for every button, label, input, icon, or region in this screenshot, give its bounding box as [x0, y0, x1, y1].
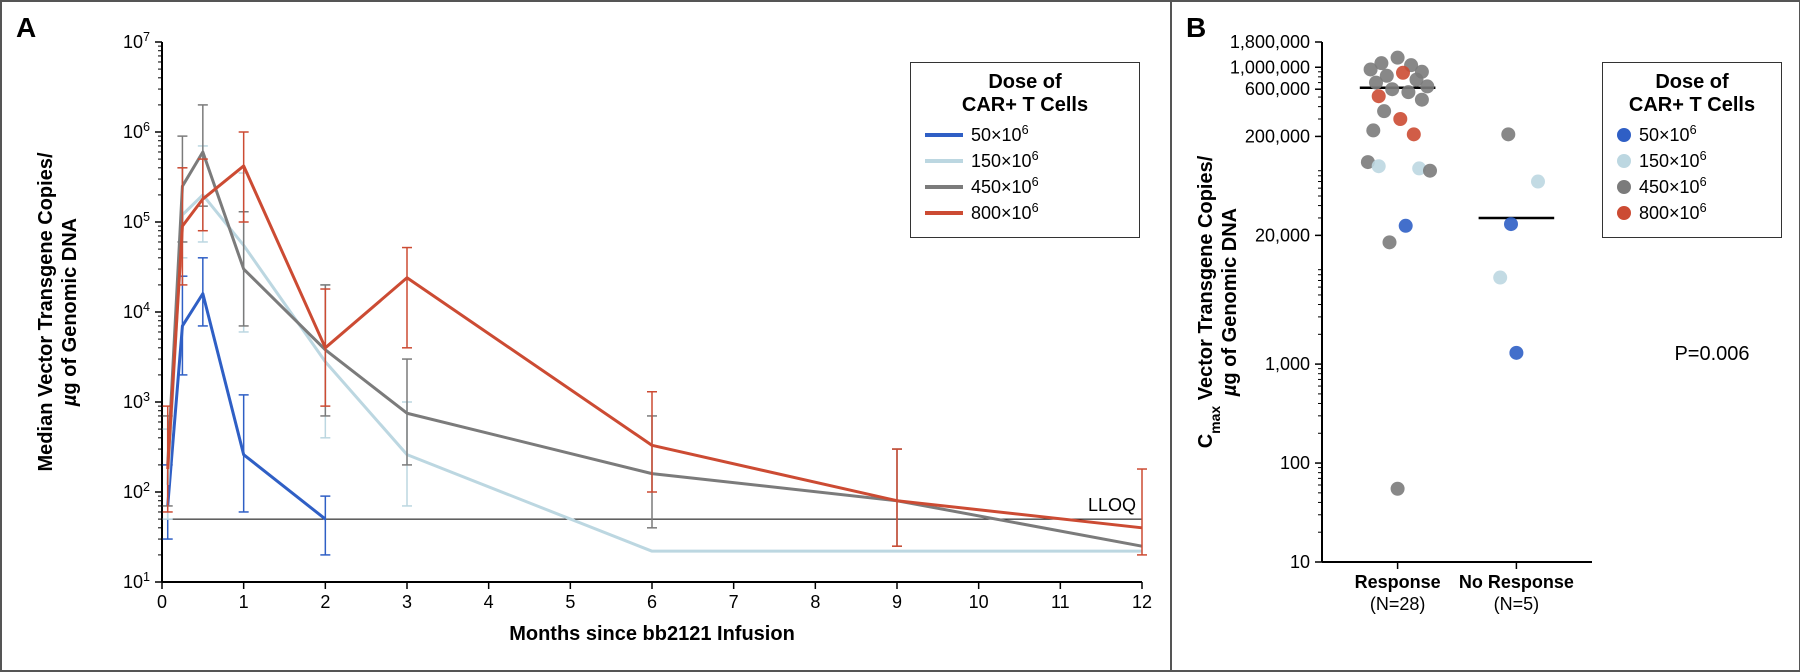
svg-text:104: 104 — [123, 300, 150, 322]
svg-text:8: 8 — [810, 592, 820, 612]
svg-text:107: 107 — [123, 30, 150, 52]
legend-item-label: 50×106 — [971, 123, 1029, 146]
legend-b-item: 150×106 — [1617, 149, 1767, 172]
svg-text:Median Vector Transgene Copies: Median Vector Transgene Copies/µg of Gen… — [35, 152, 81, 471]
svg-text:103: 103 — [123, 390, 150, 412]
legend-swatch-dot — [1617, 206, 1631, 220]
legend-a-title: Dose ofCAR+ T Cells — [925, 71, 1125, 117]
svg-text:10: 10 — [969, 592, 989, 612]
legend-item-label: 800×106 — [1639, 201, 1707, 224]
legend-item-label: 450×106 — [971, 175, 1039, 198]
svg-text:Months since bb2121 Infusion: Months since bb2121 Infusion — [509, 623, 795, 645]
svg-text:P=0.006: P=0.006 — [1674, 343, 1749, 365]
svg-text:2: 2 — [320, 592, 330, 612]
svg-text:100: 100 — [1280, 453, 1310, 473]
legend-item-label: 150×106 — [1639, 149, 1707, 172]
svg-text:102: 102 — [123, 480, 150, 502]
svg-text:Cmax Vector Transgene Copies/µ: Cmax Vector Transgene Copies/µg of Genom… — [1195, 155, 1241, 448]
legend-b-title: Dose ofCAR+ T Cells — [1617, 71, 1767, 117]
panel-b: B 10 100 1,000 20,000 200,000 600,0001,000,00… — [1171, 1, 1800, 671]
svg-text:10: 10 — [1290, 552, 1310, 572]
svg-text:No Response(N=5): No Response(N=5) — [1459, 572, 1574, 614]
legend-swatch-line — [925, 133, 963, 137]
legend-a-item: 800×106 — [925, 201, 1125, 224]
svg-text:3: 3 — [402, 592, 412, 612]
svg-text:1,000: 1,000 — [1265, 354, 1310, 374]
svg-text:12: 12 — [1132, 592, 1152, 612]
legend-b-item: 450×106 — [1617, 175, 1767, 198]
legend-swatch-dot — [1617, 154, 1631, 168]
panel-a-legend: Dose ofCAR+ T Cells 50×106 150×106 450×106 8… — [910, 62, 1140, 238]
svg-text:1: 1 — [239, 592, 249, 612]
svg-text:5: 5 — [565, 592, 575, 612]
legend-a-item: 450×106 — [925, 175, 1125, 198]
legend-a-item: 150×106 — [925, 149, 1125, 172]
svg-text:106: 106 — [123, 120, 150, 142]
legend-b-item: 50×106 — [1617, 123, 1767, 146]
svg-text:11: 11 — [1051, 592, 1070, 612]
svg-text:7: 7 — [729, 592, 739, 612]
legend-item-label: 450×106 — [1639, 175, 1707, 198]
legend-swatch-dot — [1617, 180, 1631, 194]
svg-text:9: 9 — [892, 592, 902, 612]
legend-swatch-line — [925, 185, 963, 189]
legend-b-item: 800×106 — [1617, 201, 1767, 224]
svg-text:4: 4 — [484, 592, 494, 612]
svg-text:Response(N=28): Response(N=28) — [1355, 572, 1441, 614]
svg-text:101: 101 — [123, 570, 150, 592]
svg-text:105: 105 — [123, 210, 150, 232]
svg-text:20,000: 20,000 — [1255, 225, 1310, 245]
figure-wrap: A 0123456789101112Months since bb2121 In… — [0, 0, 1800, 672]
panel-b-letter: B — [1186, 12, 1206, 44]
svg-text:1,800,000: 1,800,000 — [1230, 32, 1310, 52]
panel-a: A 0123456789101112Months since bb2121 In… — [1, 1, 1171, 671]
legend-item-label: 800×106 — [971, 201, 1039, 224]
svg-text:LLOQ: LLOQ — [1088, 495, 1136, 515]
svg-text:6: 6 — [647, 592, 657, 612]
svg-text:0: 0 — [157, 592, 167, 612]
legend-item-label: 50×106 — [1639, 123, 1697, 146]
legend-item-label: 150×106 — [971, 149, 1039, 172]
legend-swatch-line — [925, 211, 963, 215]
svg-text:600,000: 600,000 — [1245, 79, 1310, 99]
legend-a-item: 50×106 — [925, 123, 1125, 146]
panel-a-letter: A — [16, 12, 36, 44]
legend-swatch-dot — [1617, 128, 1631, 142]
svg-text:200,000: 200,000 — [1245, 126, 1310, 146]
svg-text:1,000,000: 1,000,000 — [1230, 57, 1310, 77]
panel-b-legend: Dose ofCAR+ T Cells 50×106 150×106 450×106 8… — [1602, 62, 1782, 238]
legend-swatch-line — [925, 159, 963, 163]
